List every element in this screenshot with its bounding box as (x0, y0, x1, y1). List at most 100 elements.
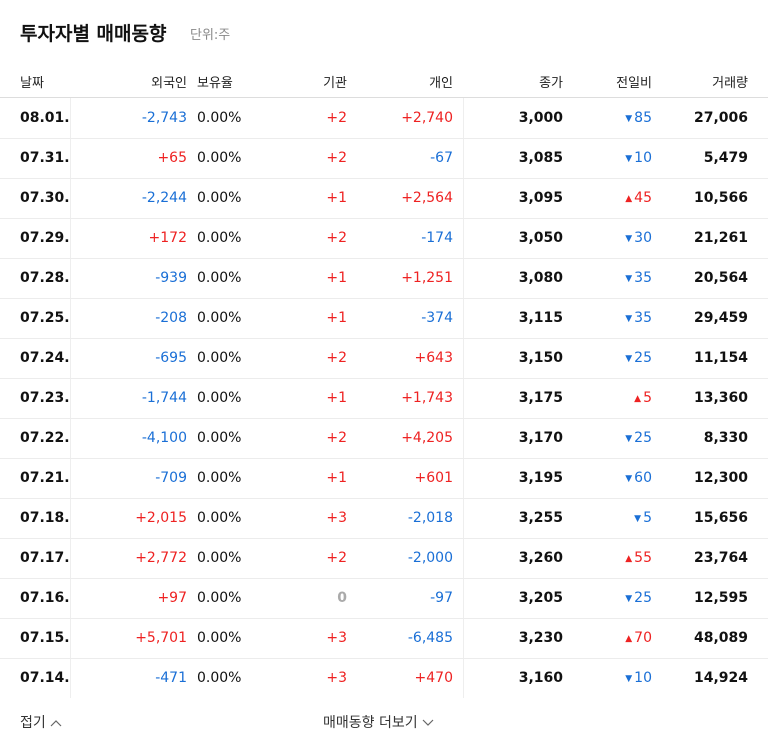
individual-cell: -67 (430, 150, 453, 166)
holding-cell: 0.00% (197, 590, 242, 606)
close-cell: 3,085 (518, 150, 563, 166)
row-divider (0, 418, 768, 419)
individual-cell: -97 (430, 590, 453, 606)
change-cell: ▼ 25 (625, 430, 652, 446)
header-divider (0, 97, 768, 98)
volume-cell: 27,006 (693, 110, 748, 126)
close-cell: 3,260 (518, 550, 563, 566)
close-cell: 3,255 (518, 510, 563, 526)
collapse-label[interactable]: 접기 (20, 715, 46, 731)
close-cell: 3,195 (518, 470, 563, 486)
institution-cell: +1 (326, 310, 347, 326)
individual-cell: +4,205 (401, 430, 453, 446)
individual-cell: -6,485 (407, 630, 453, 646)
volume-cell: 15,656 (693, 510, 748, 526)
close-cell: 3,230 (518, 630, 563, 646)
date-cell: 07.24. (20, 350, 70, 366)
institution-cell: +2 (326, 150, 347, 166)
volume-cell: 48,089 (693, 630, 748, 646)
volume-cell: 20,564 (693, 270, 748, 286)
more-button[interactable]: 매매동향 더보기 (323, 712, 434, 732)
row-divider (0, 618, 768, 619)
date-cell: 07.18. (20, 510, 70, 526)
unit: 단위:주 (190, 28, 231, 43)
institution-cell: +3 (326, 510, 347, 526)
volume-cell: 29,459 (693, 310, 748, 326)
institution-cell: +3 (326, 630, 347, 646)
row-divider (0, 498, 768, 499)
volume-cell: 23,764 (693, 550, 748, 566)
change-cell: ▲ 45 (625, 190, 652, 206)
holding-cell: 0.00% (197, 350, 242, 366)
column-header: 개인 (429, 76, 453, 91)
individual-cell: +643 (414, 350, 453, 366)
close-cell: 3,205 (518, 590, 563, 606)
change-cell: ▼ 35 (625, 270, 652, 286)
foreign-cell: -939 (155, 270, 187, 286)
change-cell: ▼ 30 (625, 230, 652, 246)
row-divider (0, 338, 768, 339)
institution-cell: +1 (326, 190, 347, 206)
date-cell: 07.17. (20, 550, 70, 566)
change-cell: ▼ 5 (634, 510, 652, 526)
foreign-cell: -2,743 (141, 110, 187, 126)
date-cell: 07.22. (20, 430, 70, 446)
column-header: 날짜 (20, 76, 44, 91)
individual-cell: +470 (414, 670, 453, 686)
volume-cell: 8,330 (703, 430, 748, 446)
row-divider (0, 178, 768, 179)
foreign-cell: -208 (155, 310, 187, 326)
more-label[interactable]: 매매동향 더보기 (323, 715, 418, 731)
volume-cell: 10,566 (693, 190, 748, 206)
holding-cell: 0.00% (197, 190, 242, 206)
column-header: 종가 (539, 76, 563, 91)
close-cell: 3,000 (518, 110, 563, 126)
foreign-cell: +2,772 (135, 550, 187, 566)
date-cell: 07.28. (20, 270, 70, 286)
close-cell: 3,170 (518, 430, 563, 446)
individual-cell: -374 (421, 310, 453, 326)
change-cell: ▲ 70 (625, 630, 652, 646)
foreign-cell: +2,015 (135, 510, 187, 526)
date-cell: 07.25. (20, 310, 70, 326)
date-cell: 07.30. (20, 190, 70, 206)
individual-cell: +601 (414, 470, 453, 486)
foreign-cell: -709 (155, 470, 187, 486)
holding-cell: 0.00% (197, 150, 242, 166)
date-cell: 07.23. (20, 390, 70, 406)
row-divider (0, 298, 768, 299)
row-divider (0, 458, 768, 459)
collapse-button[interactable]: 접기 (20, 712, 62, 732)
holding-cell: 0.00% (197, 630, 242, 646)
individual-cell: +2,740 (401, 110, 453, 126)
date-cell: 07.16. (20, 590, 70, 606)
row-divider (0, 218, 768, 219)
institution-cell: +1 (326, 470, 347, 486)
volume-cell: 12,300 (693, 470, 748, 486)
foreign-cell: -695 (155, 350, 187, 366)
institution-cell: +2 (326, 110, 347, 126)
date-cell: 07.31. (20, 150, 70, 166)
column-header: 보유율 (197, 76, 233, 91)
date-cell: 07.21. (20, 470, 70, 486)
individual-cell: +1,251 (401, 270, 453, 286)
volume-cell: 12,595 (693, 590, 748, 606)
holding-cell: 0.00% (197, 270, 242, 286)
column-divider (70, 98, 71, 698)
change-cell: ▼ 10 (625, 670, 652, 686)
institution-cell: +2 (326, 430, 347, 446)
change-cell: ▲ 55 (625, 550, 652, 566)
holding-cell: 0.00% (197, 430, 242, 446)
foreign-cell: +65 (157, 150, 187, 166)
institution-cell: +3 (326, 670, 347, 686)
change-cell: ▼ 35 (625, 310, 652, 326)
date-cell: 08.01. (20, 110, 70, 126)
row-divider (0, 138, 768, 139)
close-cell: 3,115 (518, 310, 563, 326)
foreign-cell: +5,701 (135, 630, 187, 646)
title: 투자자별 매매동향 (20, 23, 167, 45)
date-cell: 07.29. (20, 230, 70, 246)
foreign-cell: +172 (148, 230, 187, 246)
chevron-up (50, 720, 62, 727)
institution-cell: +1 (326, 270, 347, 286)
